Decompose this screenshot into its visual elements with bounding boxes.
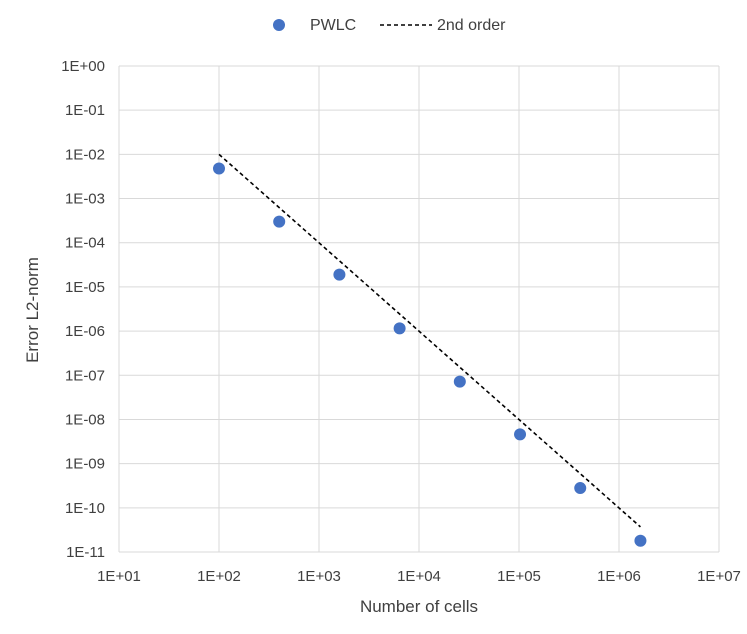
y-tick-label: 1E-02 [65,146,105,163]
x-tick-label: 1E+02 [197,568,241,585]
y-tick-label: 1E-04 [65,235,105,252]
series-line-2nd-order [218,153,641,528]
y-tick-label: 1E-08 [65,411,105,428]
tick-labels: 1E+01 1E+02 1E+03 1E+04 1E+05 1E+06 1E+07 1E+00… [61,58,741,585]
x-tick-label: 1E+03 [297,568,341,585]
series-layer [213,153,647,547]
x-tick-label: 1E+06 [597,568,641,585]
data-point-pwlc [393,322,406,335]
y-tick-label: 1E-06 [65,323,105,340]
x-tick-label: 1E+04 [397,568,441,585]
data-point-pwlc [273,215,286,228]
y-tick-label: 1E-03 [65,191,105,208]
grid [118,65,720,553]
data-point-pwlc [213,162,225,175]
y-tick-label: 1E-11 [66,544,105,561]
y-tick-label: 1E-05 [65,279,105,296]
y-tick-label: 1E-01 [65,102,105,119]
x-tick-label: 1E+05 [497,568,541,585]
legend-label-2nd-order: 2nd order [437,17,506,34]
data-point-pwlc [634,534,647,547]
legend-marker-pwlc [273,19,285,31]
data-point-pwlc [514,428,527,441]
y-tick-label: 1E-09 [65,456,105,473]
y-tick-label: 1E-07 [65,367,105,384]
x-tick-label: 1E+07 [697,568,741,585]
x-tick-label: 1E+01 [97,568,141,585]
legend: PWLC 2nd order [273,17,506,34]
y-tick-label: 1E-10 [65,500,105,517]
data-point-pwlc [453,375,466,388]
legend-label-pwlc: PWLC [310,17,356,34]
data-point-pwlc [574,482,587,495]
data-point-pwlc [333,268,346,281]
x-axis-title: Number of cells [360,597,478,616]
y-tick-label: 1E+00 [61,58,105,75]
y-axis-title: Error L2-norm [23,257,42,363]
